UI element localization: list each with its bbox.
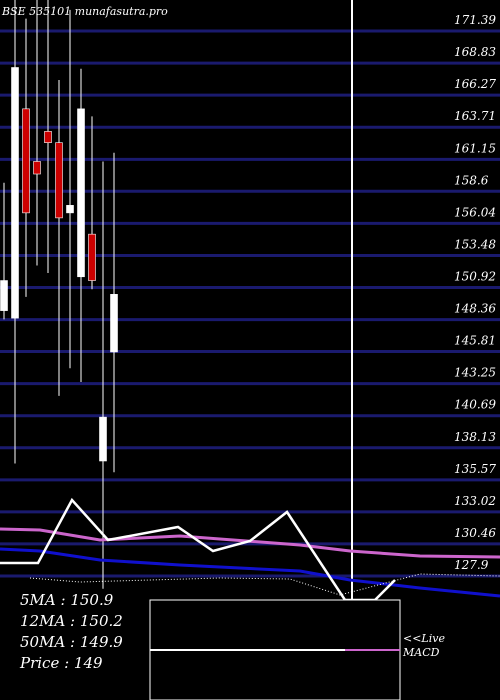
y-tick-label: 145.81 <box>454 334 496 348</box>
ma-stats-panel: 5MA : 150.9 12MA : 150.2 50MA : 149.9 Pr… <box>20 590 123 674</box>
candle-body <box>33 161 41 175</box>
ma-line-dotted <box>29 573 500 596</box>
candle-body <box>77 108 85 278</box>
y-tick-label: 161.15 <box>454 141 496 155</box>
y-tick-label: 163.71 <box>454 109 496 123</box>
price-stat: Price : 149 <box>20 654 103 672</box>
chart-title: BSE 535101 munafasutra.pro <box>2 5 168 18</box>
y-tick-label: 140.69 <box>454 398 496 412</box>
live-macd-link[interactable]: <<Live MACD <box>403 632 445 660</box>
y-tick-label: 168.83 <box>454 45 496 59</box>
ma-line-blue <box>0 547 500 598</box>
ma-indicators <box>0 497 500 602</box>
y-tick-label: 133.02 <box>454 494 496 508</box>
y-tick-label: 166.27 <box>454 77 496 91</box>
candle-body <box>11 67 19 319</box>
y-tick-label: 127.9 <box>454 558 489 572</box>
y-tick-label: 148.36 <box>454 302 496 316</box>
candle-body <box>44 131 52 143</box>
y-tick-label: 153.48 <box>454 237 496 251</box>
y-tick-label: 171.39 <box>454 13 496 27</box>
candles <box>0 0 353 650</box>
ma-line-pink <box>0 527 500 559</box>
candle-body <box>88 233 96 281</box>
candle-body <box>0 280 8 311</box>
grid-lines <box>0 29 500 578</box>
y-tick-label: 130.46 <box>454 526 496 540</box>
candle-body <box>99 416 107 462</box>
y-tick-labels: 171.39 168.83 166.27 163.71 161.15 158.6 156.0… <box>454 13 496 572</box>
ma50-stat: 50MA : 149.9 <box>20 633 123 651</box>
y-tick-label: 158.6 <box>454 173 489 187</box>
y-tick-label: 143.25 <box>454 366 496 380</box>
live-label[interactable]: <<Live <box>403 632 445 645</box>
y-tick-label: 150.92 <box>454 270 496 284</box>
ma12-stat: 12MA : 150.2 <box>20 612 123 630</box>
macd-panel <box>149 599 401 700</box>
candle-body <box>66 205 74 214</box>
candle-body <box>110 294 118 353</box>
ma5-stat: 5MA : 150.9 <box>20 591 114 609</box>
y-tick-label: 135.57 <box>454 462 496 476</box>
y-tick-label: 156.04 <box>454 205 496 219</box>
macd-label[interactable]: MACD <box>403 646 440 659</box>
candle-body <box>22 108 30 214</box>
candle-body <box>55 142 63 219</box>
y-tick-label: 138.13 <box>454 430 496 444</box>
